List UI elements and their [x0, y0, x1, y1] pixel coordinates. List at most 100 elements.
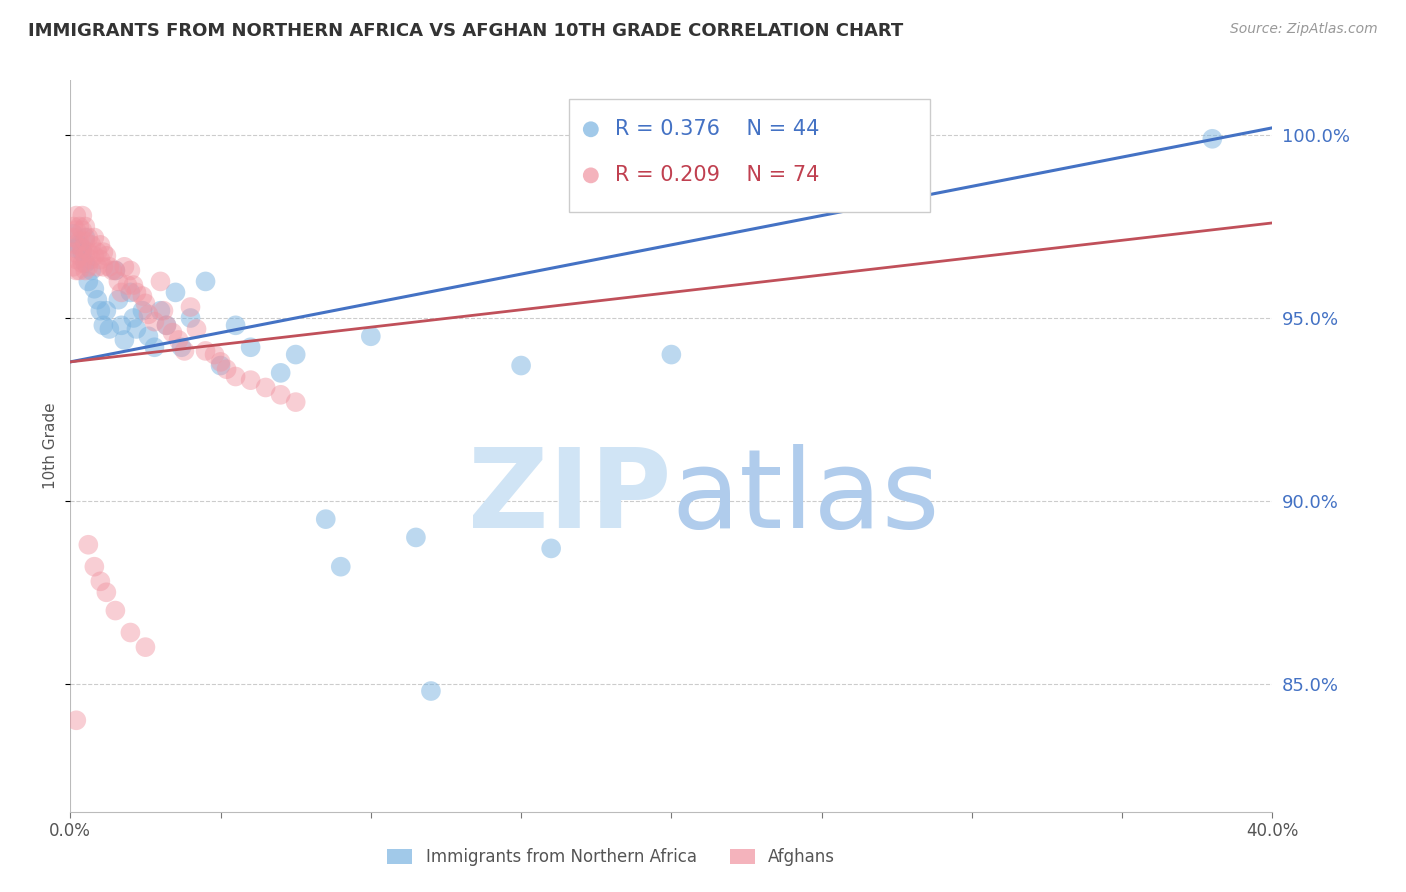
- Point: [96, 585, 118, 599]
- Point: [110, 285, 132, 300]
- Point: [134, 296, 156, 310]
- Point: [104, 263, 127, 277]
- Point: [72, 245, 94, 260]
- Point: [80, 252, 103, 267]
- Point: [62, 219, 84, 234]
- Point: [86, 293, 108, 307]
- Point: [77, 538, 100, 552]
- Point: [72, 223, 94, 237]
- Point: [122, 310, 145, 325]
- Point: [96, 303, 118, 318]
- Point: [254, 380, 277, 394]
- Point: [83, 282, 105, 296]
- Point: [107, 274, 129, 288]
- Point: [80, 263, 103, 277]
- Point: [67, 234, 90, 248]
- Point: [194, 274, 217, 288]
- Point: [86, 245, 108, 260]
- Point: [98, 322, 121, 336]
- Point: [360, 329, 382, 343]
- Point: [420, 684, 443, 698]
- Point: [239, 373, 262, 387]
- Point: [209, 359, 232, 373]
- Point: [77, 245, 100, 260]
- Point: [62, 245, 84, 260]
- Point: [125, 285, 148, 300]
- Point: [143, 315, 166, 329]
- Point: [270, 366, 292, 380]
- Point: [75, 249, 97, 263]
- Point: [1361, 373, 1384, 387]
- Text: R = 0.209    N = 74: R = 0.209 N = 74: [614, 165, 820, 186]
- Point: [194, 343, 217, 358]
- Point: [101, 263, 124, 277]
- Point: [270, 388, 292, 402]
- Text: IMMIGRANTS FROM NORTHERN AFRICA VS AFGHAN 10TH GRADE CORRELATION CHART: IMMIGRANTS FROM NORTHERN AFRICA VS AFGHA…: [28, 22, 904, 40]
- Point: [117, 278, 139, 293]
- Point: [107, 293, 129, 307]
- Point: [80, 237, 103, 252]
- Point: [112, 260, 135, 274]
- Point: [155, 318, 177, 333]
- Point: [75, 234, 97, 248]
- Point: [209, 355, 232, 369]
- Point: [284, 347, 307, 361]
- Point: [75, 263, 97, 277]
- Text: Source: ZipAtlas.com: Source: ZipAtlas.com: [1230, 22, 1378, 37]
- Point: [120, 285, 142, 300]
- Point: [661, 347, 683, 361]
- Point: [72, 242, 94, 256]
- Point: [83, 230, 105, 244]
- Point: [225, 369, 247, 384]
- Text: ZIP: ZIP: [468, 443, 672, 550]
- Point: [131, 303, 153, 318]
- Point: [120, 263, 142, 277]
- Point: [77, 230, 100, 244]
- Point: [65, 242, 87, 256]
- Point: [125, 322, 148, 336]
- Point: [1201, 132, 1223, 146]
- FancyBboxPatch shape: [569, 99, 929, 212]
- Point: [67, 237, 90, 252]
- Point: [104, 603, 127, 617]
- Point: [155, 318, 177, 333]
- Point: [83, 559, 105, 574]
- Point: [86, 260, 108, 274]
- Point: [77, 274, 100, 288]
- Point: [138, 329, 160, 343]
- Point: [138, 307, 160, 321]
- Point: [152, 303, 174, 318]
- Point: [149, 303, 172, 318]
- Point: [96, 249, 118, 263]
- Point: [75, 230, 97, 244]
- Point: [120, 625, 142, 640]
- Point: [83, 249, 105, 263]
- Point: [75, 256, 97, 270]
- Point: [510, 359, 533, 373]
- Point: [143, 340, 166, 354]
- Point: [65, 252, 87, 267]
- Text: atlas: atlas: [672, 443, 939, 550]
- Point: [225, 318, 247, 333]
- Point: [93, 245, 115, 260]
- Point: [89, 574, 111, 589]
- Point: [1361, 603, 1384, 617]
- Point: [89, 237, 111, 252]
- Point: [93, 260, 115, 274]
- Point: [65, 263, 87, 277]
- Point: [149, 274, 172, 288]
- Legend: Immigrants from Northern Africa, Afghans: Immigrants from Northern Africa, Afghans: [381, 841, 842, 873]
- Point: [72, 256, 94, 270]
- Point: [67, 263, 90, 277]
- Point: [62, 260, 84, 274]
- Point: [165, 285, 187, 300]
- Y-axis label: 10th Grade: 10th Grade: [44, 402, 59, 490]
- Point: [110, 318, 132, 333]
- Point: [186, 322, 208, 336]
- Point: [180, 300, 202, 314]
- Point: [540, 541, 562, 556]
- Point: [239, 340, 262, 354]
- Point: [75, 219, 97, 234]
- Point: [104, 263, 127, 277]
- Text: R = 0.376    N = 44: R = 0.376 N = 44: [614, 120, 820, 139]
